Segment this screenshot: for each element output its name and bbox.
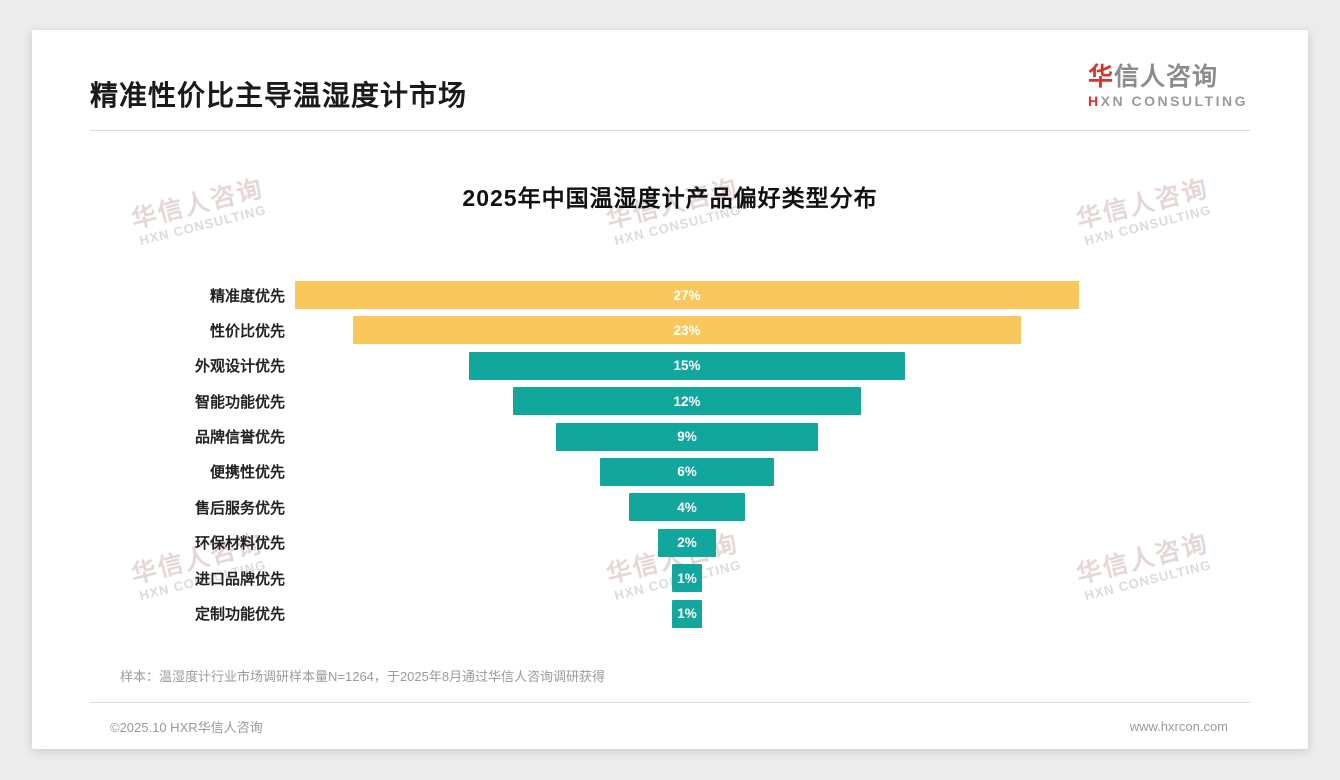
logo-sub-rest: XN CONSULTING xyxy=(1100,92,1248,109)
bar-value-label: 27% xyxy=(673,287,701,303)
bar-track: 4% xyxy=(295,493,1079,522)
category-label: 进口品牌优先 xyxy=(194,570,285,588)
category-label: 外观设计优先 xyxy=(194,358,285,376)
footer-copyright: ©2025.10 HXR华信人咨询 xyxy=(110,719,263,735)
funnel-bar: 9% xyxy=(556,422,818,451)
bar-track: 1% xyxy=(295,599,1079,628)
category-label: 精准度优先 xyxy=(209,287,285,305)
logo-brand-rest: 信人咨询 xyxy=(1114,63,1219,91)
footer-website: www.hxrcon.com xyxy=(1129,718,1228,734)
bar-value-label: 15% xyxy=(673,358,701,374)
bar-track: 15% xyxy=(295,351,1079,380)
funnel-bar: 6% xyxy=(599,457,775,486)
category-label: 售后服务优先 xyxy=(194,499,285,517)
bar-track: 12% xyxy=(295,387,1079,416)
funnel-row: 环保材料优先 2% xyxy=(32,528,1308,557)
funnel-bar: 1% xyxy=(672,599,702,628)
funnel-bar: 23% xyxy=(353,316,1021,345)
page-title: 精准性价比主导温湿度计市场 xyxy=(90,80,468,111)
report-card: 精准性价比主导温湿度计市场 华信人咨询 HXN CONSULTING 2025年… xyxy=(32,30,1308,749)
company-logo: 华信人咨询 HXN CONSULTING xyxy=(1088,63,1248,109)
bar-track: 9% xyxy=(295,422,1079,451)
bar-value-label: 9% xyxy=(677,429,697,445)
funnel-bar: 4% xyxy=(628,493,746,522)
sample-footnote: 样本：温湿度计行业市场调研样本量N=1264，于2025年8月通过华信人咨询调研… xyxy=(120,669,606,684)
category-label: 定制功能优先 xyxy=(194,606,285,624)
bar-track: 2% xyxy=(295,528,1079,557)
category-label: 便携性优先 xyxy=(209,464,285,482)
logo-brand-text: 华信人咨询 xyxy=(1088,63,1248,92)
funnel-row: 智能功能优先 12% xyxy=(32,387,1308,416)
category-label: 品牌信誉优先 xyxy=(194,429,285,447)
funnel-bar: 1% xyxy=(672,564,702,593)
logo-sub-accent-char: H xyxy=(1088,92,1101,109)
bar-value-label: 6% xyxy=(677,464,697,480)
bar-value-label: 1% xyxy=(677,570,697,586)
funnel-row: 售后服务优先 4% xyxy=(32,493,1308,522)
funnel-bar: 27% xyxy=(295,281,1079,309)
bar-value-label: 2% xyxy=(677,535,697,551)
header-divider xyxy=(90,130,1250,131)
funnel-row: 定制功能优先 1% xyxy=(32,599,1308,628)
header: 精准性价比主导温湿度计市场 华信人咨询 HXN CONSULTING xyxy=(32,30,1308,114)
bar-track: 6% xyxy=(295,457,1079,486)
logo-subtitle-text: HXN CONSULTING xyxy=(1088,92,1248,109)
bar-value-label: 1% xyxy=(677,606,697,622)
category-label: 性价比优先 xyxy=(209,322,285,340)
bar-track: 1% xyxy=(295,564,1079,593)
logo-brand-accent-char: 华 xyxy=(1088,63,1115,91)
funnel-row: 品牌信誉优先 9% xyxy=(32,422,1308,451)
funnel-bar: 2% xyxy=(657,528,717,557)
funnel-row: 外观设计优先 15% xyxy=(32,351,1308,380)
funnel-bar: 12% xyxy=(512,387,862,416)
funnel-row: 便携性优先 6% xyxy=(32,457,1308,486)
bar-value-label: 4% xyxy=(677,499,697,515)
funnel-row: 性价比优先 23% xyxy=(32,316,1308,345)
footer: ©2025.10 HXR华信人咨询 www.hxrcon.com xyxy=(90,702,1250,749)
chart-title: 2025年中国温湿度计产品偏好类型分布 xyxy=(462,185,878,211)
bar-track: 23% xyxy=(295,316,1079,345)
bar-value-label: 23% xyxy=(673,322,701,338)
category-label: 环保材料优先 xyxy=(194,535,285,553)
funnel-bar: 15% xyxy=(469,351,905,380)
category-label: 智能功能优先 xyxy=(194,393,285,411)
funnel-row: 精准度优先 27% xyxy=(32,281,1308,309)
bar-value-label: 12% xyxy=(673,393,701,409)
bar-track: 27% xyxy=(295,281,1079,309)
funnel-chart: 精准度优先 27% 性价比优先 23% 外观设计优先 15% 智能功能优先 12% 品牌信誉优先… xyxy=(32,281,1308,628)
funnel-row: 进口品牌优先 1% xyxy=(32,564,1308,593)
